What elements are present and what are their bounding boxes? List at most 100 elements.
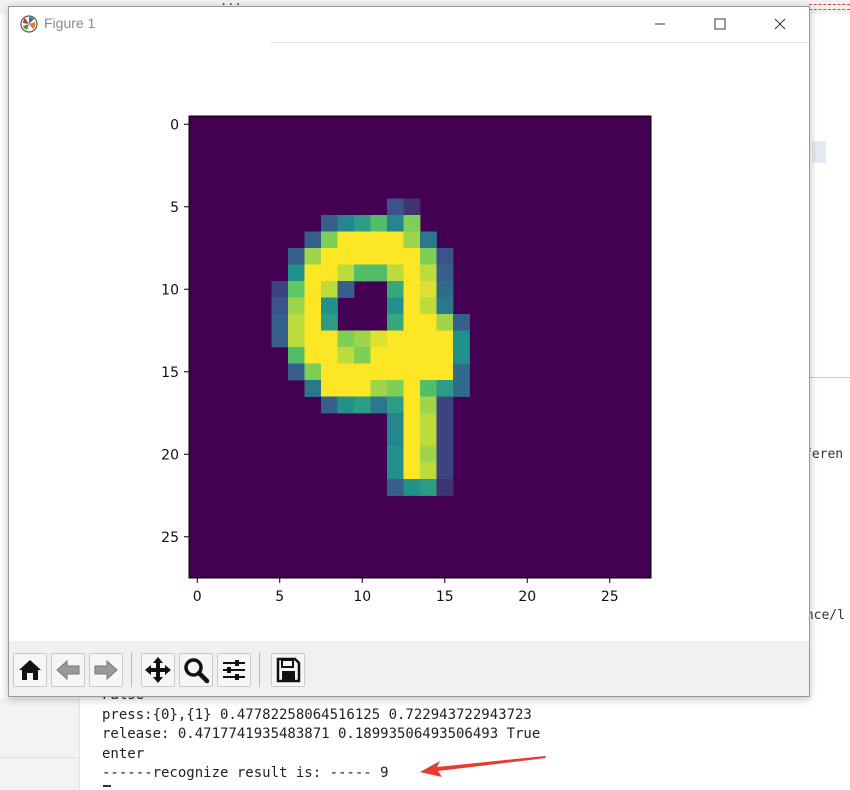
- heatmap-cell: [337, 215, 355, 232]
- heatmap-cell: [387, 248, 404, 265]
- heatmap-cell: [403, 314, 421, 331]
- x-tick-label: 15: [436, 589, 454, 605]
- toolbar-separator: [259, 653, 260, 687]
- heatmap-cell: [337, 347, 355, 364]
- window-title: Figure 1: [44, 15, 96, 31]
- forward-button[interactable]: [89, 653, 123, 687]
- heatmap-cell: [288, 330, 305, 348]
- heatmap-cell: [370, 264, 388, 282]
- heatmap-cell: [403, 462, 421, 480]
- heatmap-cell: [354, 380, 371, 397]
- window-titlebar[interactable]: Figure 1: [9, 7, 809, 41]
- save-icon: [276, 657, 301, 683]
- heatmap-cell: [387, 281, 404, 298]
- heatmap-cell: [370, 396, 388, 414]
- maximize-button[interactable]: [697, 7, 743, 41]
- heatmap-cell: [370, 248, 388, 265]
- heatmap-cell: [288, 363, 305, 381]
- x-tick-label: 25: [601, 589, 619, 605]
- heatmap-cell: [304, 380, 322, 397]
- heatmap-cell: [288, 297, 305, 315]
- heatmap-cell: [304, 281, 322, 298]
- figure-window[interactable]: Figure 1 0 5 10 15 20 25 0 5 10 15 20 25: [8, 6, 810, 697]
- heatmap-cell: [304, 248, 322, 265]
- heatmap-cell: [403, 215, 421, 232]
- heatmap-cell: [271, 330, 289, 348]
- heatmap-cell: [288, 264, 305, 282]
- pan-button[interactable]: [141, 653, 175, 687]
- heatmap-cell: [403, 413, 421, 430]
- heatmap-cell: [387, 429, 404, 447]
- heatmap-cell: [321, 314, 338, 331]
- heatmap-cell: [321, 330, 338, 348]
- heatmap-cell: [387, 446, 404, 463]
- ide-bracket-highlight: [812, 141, 826, 163]
- red-arrow-annotation: [420, 756, 546, 777]
- heatmap-cell: [354, 231, 371, 249]
- heatmap-cell: [387, 198, 404, 216]
- heatmap-cell: [387, 479, 404, 496]
- home-button[interactable]: [13, 653, 47, 687]
- heatmap-cell: [370, 330, 388, 348]
- console-line: ------recognize result is: ----- 9: [102, 765, 389, 781]
- heatmap-cell: [436, 413, 454, 430]
- heatmap-cell: [403, 380, 421, 397]
- heatmap-cell: [420, 330, 437, 348]
- heatmap-cell: [387, 231, 404, 249]
- y-tick-label: 20: [161, 447, 179, 463]
- minimize-button[interactable]: [637, 7, 683, 41]
- arrow-left-icon: [56, 659, 80, 681]
- ide-text-fragment: feren: [804, 447, 844, 462]
- console-output[interactable]: False press:{0},{1} 0.47782258064516125 …: [102, 686, 540, 784]
- heatmap-cell: [420, 314, 437, 331]
- close-button[interactable]: [757, 7, 803, 41]
- heatmap-cell: [420, 446, 437, 463]
- ide-left-panel: [0, 698, 80, 790]
- sliders-icon: [223, 660, 245, 680]
- plot-canvas[interactable]: 0 5 10 15 20 25 0 5 10 15 20 25: [9, 43, 809, 641]
- configure-subplots-button[interactable]: [217, 653, 251, 687]
- heatmap-cell: [420, 347, 437, 364]
- heatmap-cell: [453, 380, 470, 397]
- heatmap-cell: [337, 231, 355, 249]
- heatmap-cell: [403, 479, 421, 496]
- heatmap-cell: [403, 297, 421, 315]
- heatmap-cell: [370, 363, 388, 381]
- heatmap-cell: [321, 380, 338, 397]
- heatmap-cell: [420, 413, 437, 430]
- ide-separator-line: [809, 4, 850, 5]
- heatmap-cell: [403, 363, 421, 381]
- heatmap-cell: [403, 248, 421, 265]
- heatmap-cell: [436, 264, 454, 282]
- heatmap-cell: [420, 380, 437, 397]
- heatmap-cell: [337, 396, 355, 414]
- home-icon: [19, 660, 41, 680]
- heatmap-cell: [420, 429, 437, 447]
- save-button[interactable]: [271, 653, 305, 687]
- heatmap-cell: [420, 363, 437, 381]
- heatmap-cell: [420, 462, 437, 480]
- heatmap-cell: [453, 330, 470, 348]
- axes-frame: [188, 115, 652, 579]
- x-tick-label: 10: [353, 589, 371, 605]
- ide-panel-separator: [809, 377, 850, 378]
- heatmap-cell: [337, 363, 355, 381]
- heatmap-cell: [403, 231, 421, 249]
- heatmap-cell: [387, 396, 404, 414]
- heatmap-cell: [436, 330, 454, 348]
- ide-right-panel: [809, 14, 850, 694]
- heatmap-cell: [354, 347, 371, 364]
- heatmap-cell: [403, 281, 421, 298]
- heatmap-cell: [436, 479, 454, 496]
- heatmap-cell: [288, 347, 305, 364]
- back-button[interactable]: [51, 653, 85, 687]
- zoom-button[interactable]: [179, 653, 213, 687]
- maximize-icon: [714, 18, 726, 30]
- toolbar-separator: [131, 653, 132, 687]
- heatmap-cell: [387, 347, 404, 364]
- heatmap-cell: [354, 363, 371, 381]
- console-line: press:{0},{1} 0.47782258064516125 0.7229…: [102, 706, 532, 723]
- heatmap-cell: [304, 330, 322, 348]
- heatmap-cell: [436, 380, 454, 397]
- x-tick-label: 0: [193, 589, 202, 605]
